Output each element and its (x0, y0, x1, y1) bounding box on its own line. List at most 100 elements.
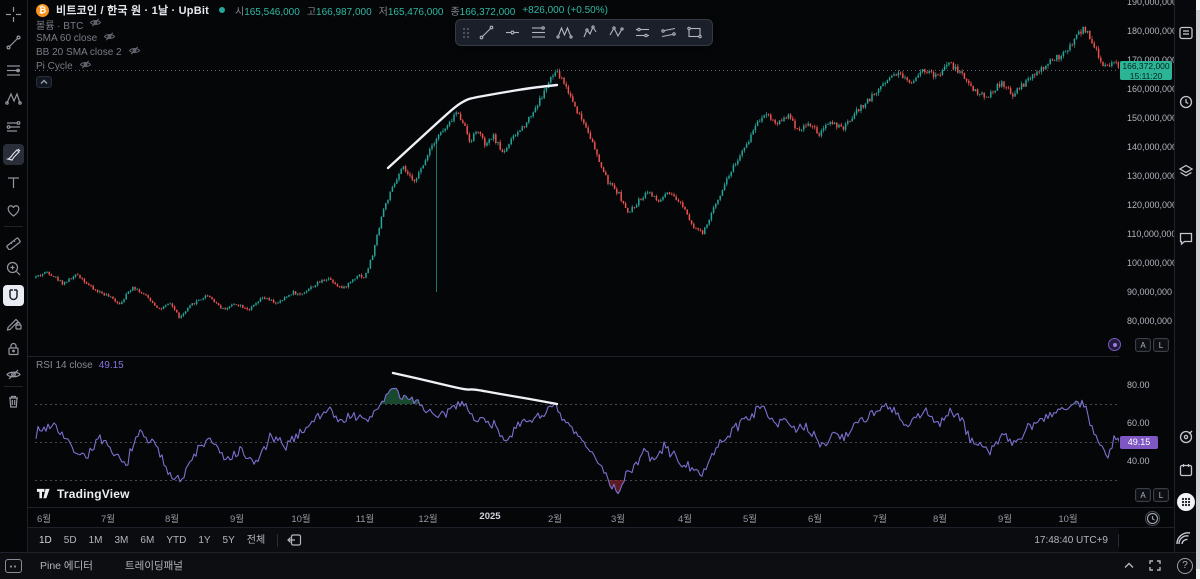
alerts-clock-icon[interactable] (1177, 93, 1195, 111)
zoom-in-tool-icon[interactable] (3, 258, 24, 279)
indicator-label: SMA 60 close (36, 32, 98, 44)
object-tree-layers-icon[interactable] (1177, 162, 1195, 180)
price-axis-label: 110,000,000 (1127, 229, 1177, 239)
time-tick: 11월 (355, 514, 375, 525)
toolbar-divider (4, 386, 23, 387)
toolbar-drag-handle[interactable] (463, 26, 469, 39)
chart-region: ₿ 비트코인 / 한국 원 · 1날 · UpBit 시165,546,000 고… (27, 0, 1119, 552)
symbol-title[interactable]: 비트코인 / 한국 원 · 1날 · UpBit (56, 5, 209, 17)
elliott-impulse-wave-icon[interactable] (579, 22, 601, 43)
xabcd-pattern-icon[interactable] (553, 22, 575, 43)
bitcoin-logo-icon: ₿ (36, 3, 49, 17)
crosshair-tool-icon[interactable] (3, 4, 24, 25)
eye-hidden-icon[interactable] (103, 31, 116, 45)
help-button[interactable]: ? (1177, 558, 1193, 574)
drawing-mode-lock-icon[interactable] (3, 312, 24, 333)
ohlc-value: 165,476,000 (387, 6, 444, 18)
interval-button-3m[interactable]: 3M (114, 534, 129, 546)
calendar-icon[interactable] (1177, 461, 1195, 479)
lock-all-drawings-icon[interactable] (3, 338, 24, 359)
pane-collapse-button[interactable] (36, 76, 52, 88)
indicator-label: Pi Cycle (36, 60, 73, 72)
fib-retracement-icon[interactable] (527, 22, 549, 43)
time-tick: 5월 (742, 514, 758, 525)
indicator-label: 볼륨 · BTC (36, 20, 84, 32)
eye-hidden-icon[interactable] (128, 45, 141, 59)
interval-button-1m[interactable]: 1M (88, 534, 103, 546)
rectangle-tool-icon[interactable] (683, 22, 705, 43)
interval-button-6m[interactable]: 6M (140, 534, 155, 546)
remove-drawings-trash-icon[interactable] (3, 391, 24, 412)
time-axis[interactable]: 6월 7월 8월 9월 10월 11월 12월 2025 2월 3월 4월 5월 6월 7월 8월 9월 10월 (27, 507, 1119, 528)
eye-hidden-icon[interactable] (89, 17, 102, 31)
ideas-target-icon[interactable] (1177, 428, 1195, 446)
ohlc-item: 종166,372,000 (450, 3, 515, 18)
data-connection-icon[interactable] (1175, 531, 1193, 547)
auto-scale-button[interactable]: A (1135, 488, 1151, 502)
interval-button-ytd[interactable]: YTD (166, 534, 187, 546)
chat-icon[interactable] (1177, 229, 1195, 247)
quick-widget-icon[interactable] (5, 559, 22, 573)
window-scrollbar[interactable] (1196, 0, 1200, 579)
forecast-tool-icon[interactable] (3, 116, 24, 137)
interval-buttons: 1D 5D 1M 3M 6M YTD 1Y 5Y 전체 (27, 529, 271, 552)
trend-line-tool-icon[interactable] (3, 32, 24, 53)
price-axis-label: 170,000,000 (1127, 55, 1178, 65)
price-axis-label: 90,000,000 (1127, 287, 1173, 297)
apps-grid-icon[interactable] (1177, 493, 1195, 511)
indicator-row[interactable]: BB 20 SMA close 2 (36, 45, 141, 59)
indicator-row[interactable]: Pi Cycle (36, 59, 141, 73)
watermark-text: TradingView (57, 486, 130, 501)
candlestick-rsi-chart[interactable] (27, 0, 1119, 507)
trend-line-icon[interactable] (475, 22, 497, 43)
flat-channel-icon[interactable] (631, 22, 653, 43)
price-axis-label: 160,000,000 (1127, 84, 1178, 94)
price-scale[interactable]: 166,372,000 15:11:20 A L 49.15 A L 190,0… (1108, 0, 1178, 552)
brush-tool-icon[interactable] (3, 144, 24, 165)
ohlc-value: 166,372,000 (459, 6, 516, 18)
eye-hidden-icon[interactable] (79, 59, 92, 73)
bar-countdown: 15:11:20 (1129, 70, 1163, 81)
price-axis-label: 100,000,000 (1127, 258, 1178, 268)
panel-expand-chevron-icon[interactable] (1122, 559, 1138, 574)
indicator-badge-icon[interactable] (1108, 338, 1121, 351)
interval-button-1d[interactable]: 1D (39, 534, 52, 546)
go-to-date-icon[interactable] (284, 531, 304, 549)
last-price-badge: 166,372,000 15:11:20 (1120, 61, 1172, 80)
horizontal-line-icon[interactable] (501, 22, 523, 43)
log-scale-button[interactable]: L (1153, 488, 1169, 502)
rsi-value: 49.15 (98, 360, 124, 371)
price-axis-label: 150,000,000 (1127, 113, 1178, 123)
fullscreen-icon[interactable] (1148, 559, 1164, 574)
text-tool-icon[interactable] (3, 172, 24, 193)
time-tick: 12월 (418, 514, 438, 525)
auto-scale-button[interactable]: A (1135, 338, 1151, 352)
tab-trading-panel[interactable]: 트레이딩패널 (125, 560, 183, 572)
interval-button-5d[interactable]: 5D (63, 534, 77, 546)
tradingview-watermark[interactable]: TradingView (36, 486, 130, 501)
watchlist-icon[interactable] (1177, 24, 1195, 42)
indicator-row[interactable]: SMA 60 close (36, 31, 141, 45)
measure-tool-icon[interactable] (3, 231, 24, 252)
elliott-correction-wave-icon[interactable] (605, 22, 627, 43)
timezone-button[interactable] (1145, 511, 1160, 526)
tab-pine-editor[interactable]: Pine 에디터 (40, 560, 93, 572)
magnet-tool-icon[interactable] (3, 285, 24, 306)
indicator-row[interactable]: 볼륨 · BTC (36, 17, 141, 32)
session-clock[interactable]: 17:48:40 UTC+9 (1034, 534, 1108, 546)
hide-all-drawings-icon[interactable] (3, 364, 24, 385)
left-drawing-toolbar (0, 0, 27, 552)
fib-retracement-tool-icon[interactable] (3, 60, 24, 81)
emoji-tool-icon[interactable] (3, 200, 24, 221)
rsi-legend[interactable]: RSI 14 close 49.15 (36, 360, 124, 371)
interval-button-1y[interactable]: 1Y (198, 534, 211, 546)
interval-button-전체[interactable]: 전체 (246, 534, 266, 546)
disjoint-channel-icon[interactable] (657, 22, 679, 43)
log-scale-button[interactable]: L (1153, 338, 1169, 352)
time-tick: 7월 (100, 514, 116, 525)
ohlc-item: 고166,987,000 (307, 3, 372, 18)
rsi-label: RSI 14 close (36, 360, 93, 371)
interval-button-5y[interactable]: 5Y (222, 534, 235, 546)
ohlc-label: 종 (450, 6, 460, 18)
pattern-tool-icon[interactable] (3, 88, 24, 109)
